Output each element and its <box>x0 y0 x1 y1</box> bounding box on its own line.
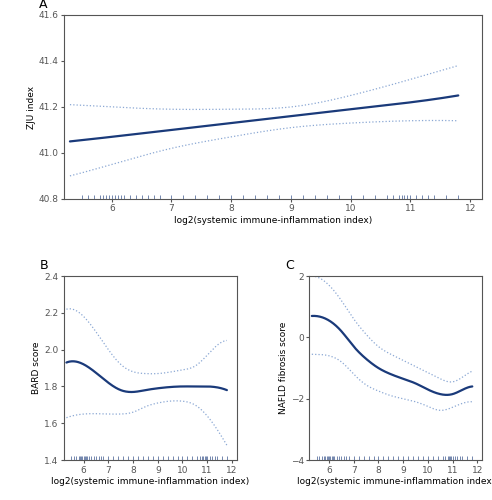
Y-axis label: BARD score: BARD score <box>32 342 41 394</box>
Y-axis label: ZJU index: ZJU index <box>27 86 35 128</box>
Text: B: B <box>40 260 48 272</box>
Text: A: A <box>39 0 47 12</box>
X-axis label: log2(systemic immune-inflammation index): log2(systemic immune-inflammation index) <box>297 478 492 486</box>
Text: C: C <box>285 260 294 272</box>
X-axis label: log2(systemic immune-inflammation index): log2(systemic immune-inflammation index) <box>51 478 249 486</box>
Y-axis label: NAFLD fibrosis score: NAFLD fibrosis score <box>279 322 288 414</box>
X-axis label: log2(systemic immune-inflammation index): log2(systemic immune-inflammation index) <box>174 216 372 225</box>
